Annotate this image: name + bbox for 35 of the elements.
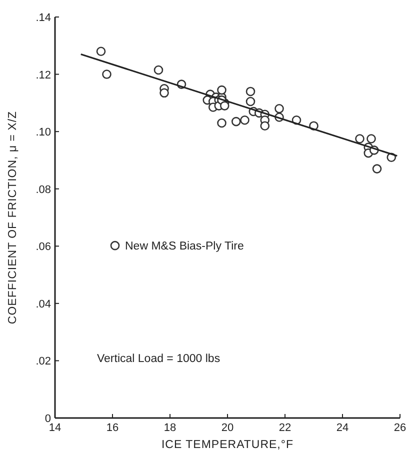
point xyxy=(246,86,256,96)
y-tick-label: .06 xyxy=(36,241,51,254)
x-tick-label: 18 xyxy=(164,422,176,434)
point xyxy=(160,88,169,98)
x-tick-label: 26 xyxy=(394,422,406,434)
point xyxy=(366,134,376,144)
y-tick-label: .12 xyxy=(36,69,51,82)
x-tick-label: 20 xyxy=(221,422,234,434)
point xyxy=(372,164,382,174)
y-axis-title: COEFFICIENT OF FRICTION, μ = X/Z xyxy=(7,110,19,324)
y-tick-label: 0 xyxy=(44,413,51,425)
legend-label: New M&S Bias-Ply Tire xyxy=(125,240,244,253)
point xyxy=(154,65,164,75)
point xyxy=(231,116,241,126)
point xyxy=(274,104,284,114)
point xyxy=(355,134,364,144)
y-tick-label: .14 xyxy=(36,12,51,24)
x-tick-label: 14 xyxy=(48,422,62,434)
point xyxy=(102,70,112,79)
x-tick-label: 16 xyxy=(106,422,119,434)
y-tick-label: .08 xyxy=(36,184,51,196)
x-tick-label: 22 xyxy=(278,422,292,434)
x-tick-label: 24 xyxy=(336,422,349,434)
y-tick-label: .02 xyxy=(36,356,51,368)
y-tick-label: .04 xyxy=(36,298,51,310)
point xyxy=(260,121,270,130)
y-tick-label: .10 xyxy=(36,126,51,139)
x-axis-title: ICE TEMPERATURE,°F xyxy=(161,439,294,451)
point xyxy=(220,101,230,110)
point xyxy=(217,85,226,95)
point xyxy=(240,115,250,125)
point xyxy=(217,118,226,128)
point xyxy=(246,96,256,106)
point xyxy=(96,46,106,56)
annotation: Vertical Load = 1000 lbs xyxy=(97,352,220,365)
